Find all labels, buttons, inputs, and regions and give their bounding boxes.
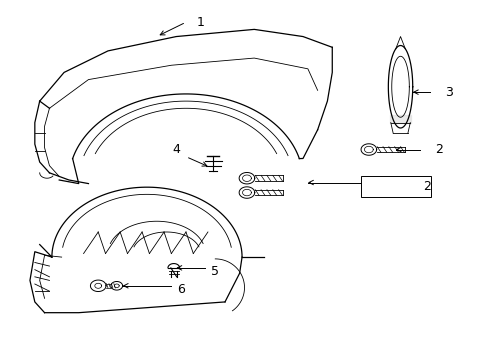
Text: 5: 5 (211, 265, 219, 278)
Text: 2: 2 (435, 143, 443, 156)
FancyBboxPatch shape (360, 176, 430, 197)
Text: 6: 6 (177, 283, 184, 296)
Text: 1: 1 (196, 16, 204, 29)
Text: 3: 3 (445, 86, 452, 99)
Text: 2: 2 (423, 180, 430, 193)
Text: 4: 4 (172, 143, 180, 156)
